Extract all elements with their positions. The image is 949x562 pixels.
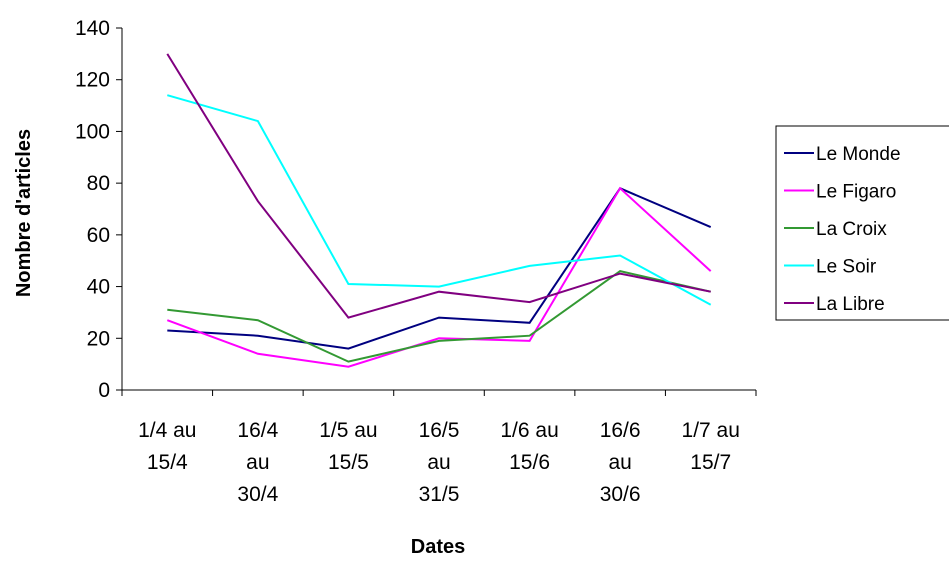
- x-tick-label-line: 16/4: [237, 419, 278, 442]
- legend-label: Le Soir: [816, 257, 877, 278]
- x-axis: 1/4 au 15/4 16/4 au 30/4 1/5 au 15/5 16/5 au 31/5…: [121, 389, 757, 506]
- x-tick-label-line: 15/4: [147, 451, 188, 474]
- x-tick-label-line: 1/7 au: [682, 419, 740, 442]
- x-tick-label-line: au: [608, 451, 631, 474]
- legend-item: Le Figaro: [784, 182, 896, 203]
- y-tick-label: 120: [75, 69, 110, 92]
- x-tick-label-line: 30/6: [600, 483, 641, 506]
- x-tick-label: 1/4 au 15/4: [138, 419, 196, 474]
- y-tick-label: 80: [87, 172, 110, 195]
- legend-item: Le Soir: [784, 257, 877, 278]
- legend-item: La Libre: [784, 294, 885, 315]
- legend-item: La Croix: [784, 219, 887, 240]
- x-tick-label: 16/4 au 30/4: [237, 419, 278, 506]
- x-tick-label-line: au: [246, 451, 269, 474]
- y-axis: 0 20 40 60 80 100 120 140: [75, 17, 123, 402]
- x-tick-label-line: 15/7: [690, 451, 731, 474]
- x-tick-label: 1/7 au 15/7: [682, 419, 740, 474]
- x-tick-label-line: 15/5: [328, 451, 369, 474]
- x-tick-label: 1/5 au 15/5: [319, 419, 377, 474]
- y-tick-label: 60: [87, 224, 110, 247]
- y-axis-title: Nombre d'articles: [13, 129, 35, 297]
- x-tick-label-line: 30/4: [237, 483, 278, 506]
- legend-label: Le Monde: [816, 144, 901, 165]
- x-tick-label: 16/6 au 30/6: [600, 419, 641, 506]
- x-tick-label-line: 16/6: [600, 419, 641, 442]
- series-line-le-soir: [167, 94, 712, 306]
- legend-label: Le Figaro: [816, 182, 896, 203]
- legend-box: [775, 125, 949, 321]
- x-tick-label-line: 16/5: [419, 419, 460, 442]
- x-tick-label-line: 31/5: [419, 483, 460, 506]
- legend-label: La Croix: [816, 219, 887, 240]
- legend: Le Monde Le Figaro La Croix Le Soir La Libre: [775, 125, 949, 321]
- x-tick-label-line: 1/6 au: [500, 419, 558, 442]
- x-tick-label-line: 1/4 au: [138, 419, 196, 442]
- series-line-le-figaro: [166, 186, 712, 368]
- series-line-la-croix: [167, 270, 711, 363]
- legend-label: La Libre: [816, 294, 885, 315]
- y-tick-label: 100: [75, 120, 110, 143]
- y-tick-label: 20: [87, 327, 110, 350]
- x-tick-label: 1/6 au 15/6: [500, 419, 558, 474]
- y-tick-label: 0: [98, 379, 110, 402]
- x-axis-title: Dates: [411, 536, 465, 558]
- series-line-la-libre: [166, 53, 711, 319]
- series-line-le-monde: [167, 187, 712, 350]
- series-lines: [166, 53, 712, 368]
- x-tick-label-line: au: [427, 451, 450, 474]
- legend-item: Le Monde: [784, 144, 901, 165]
- y-tick-label: 40: [87, 276, 110, 299]
- x-tick-label: 16/5 au 31/5: [419, 419, 460, 506]
- y-tick-label: 140: [75, 17, 110, 40]
- x-tick-label-line: 1/5 au: [319, 419, 377, 442]
- x-tick-label-line: 15/6: [509, 451, 550, 474]
